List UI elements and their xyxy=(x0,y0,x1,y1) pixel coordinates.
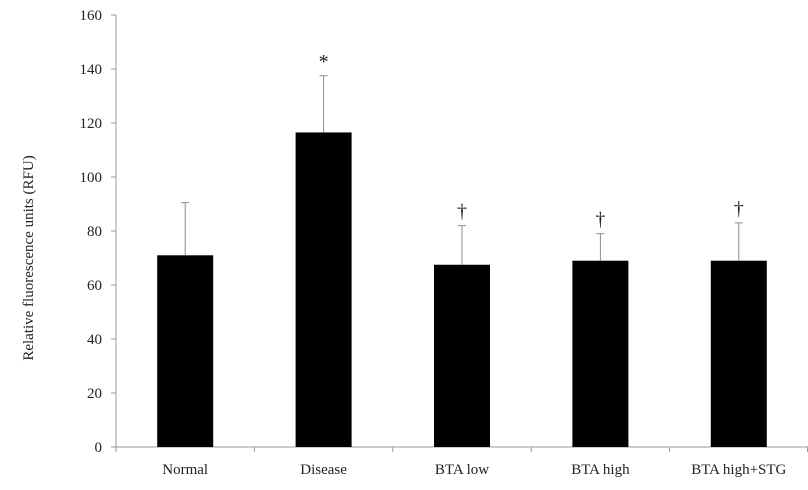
bar xyxy=(295,132,352,447)
bar xyxy=(710,260,767,447)
x-category-label: Normal xyxy=(162,462,208,478)
bar xyxy=(157,255,214,447)
bars xyxy=(157,132,767,447)
significance-annotations: * † † † xyxy=(319,51,744,231)
significance-marker: † xyxy=(457,201,467,223)
y-tick-label: 160 xyxy=(80,8,103,24)
y-tick-label: 40 xyxy=(87,332,102,348)
x-category-label: Disease xyxy=(300,462,347,478)
y-tick-label: 120 xyxy=(80,116,103,132)
error-bars xyxy=(181,75,743,265)
bar xyxy=(434,264,490,447)
y-axis-title: Relative fluorescence units (RFU) xyxy=(21,155,37,360)
y-tick-label: 140 xyxy=(80,62,103,78)
y-axis: 0 20 40 60 80 100 120 140 160 xyxy=(80,8,117,456)
bar xyxy=(572,260,629,447)
y-tick-label: 60 xyxy=(87,278,102,294)
significance-marker: † xyxy=(595,209,605,231)
x-axis: Normal Disease BTA low BTA high BTA high+STG xyxy=(115,446,808,478)
significance-marker: † xyxy=(734,198,744,220)
significance-marker: * xyxy=(319,51,329,73)
x-category-label: BTA low xyxy=(435,462,489,478)
y-tick-label: 20 xyxy=(87,386,102,402)
y-tick-label: 80 xyxy=(87,224,102,240)
y-tick-label: 0 xyxy=(95,440,103,456)
x-category-label: BTA high+STG xyxy=(691,462,786,478)
y-tick-label: 100 xyxy=(80,170,103,186)
x-category-label: BTA high xyxy=(571,462,630,478)
